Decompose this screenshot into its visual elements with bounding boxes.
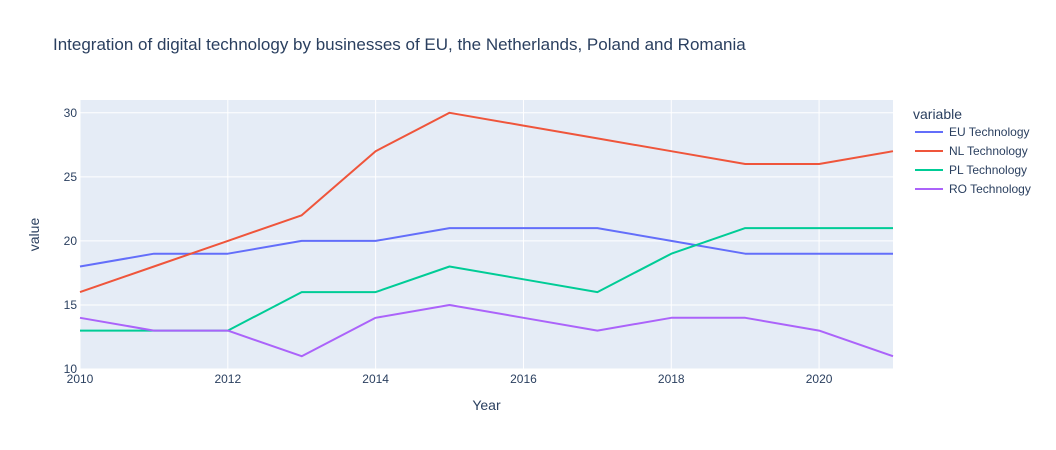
legend-label: PL Technology <box>949 163 1027 177</box>
legend-label: NL Technology <box>949 144 1028 158</box>
y-axis-ticks: 10 15 20 25 30 <box>64 106 78 376</box>
x-tick-label: 2018 <box>658 372 685 386</box>
y-tick-label: 20 <box>64 234 78 248</box>
series-line-nl-technology[interactable] <box>79 111 894 294</box>
y-tick-label: 10 <box>64 362 78 376</box>
x-tick-label: 2014 <box>362 372 389 386</box>
legend-label: EU Technology <box>949 125 1030 139</box>
legend-item-nl-technology[interactable]: NL Technology <box>915 144 1028 158</box>
legend-item-pl-technology[interactable]: PL Technology <box>915 163 1027 177</box>
x-tick-label: 2020 <box>806 372 833 386</box>
y-tick-label: 30 <box>64 106 78 120</box>
chart-title: Integration of digital technology by bus… <box>53 35 746 54</box>
x-tick-label: 2012 <box>214 372 241 386</box>
series-lines <box>79 111 894 358</box>
legend-title: variable <box>913 106 962 122</box>
x-tick-label: 2016 <box>510 372 537 386</box>
legend-label: RO Technology <box>949 182 1031 196</box>
y-tick-label: 25 <box>64 170 78 184</box>
y-axis-title: value <box>26 218 42 252</box>
series-line-ro-technology[interactable] <box>79 304 894 358</box>
x-axis-ticks: 2010 2012 2014 2016 2018 2020 <box>67 372 833 386</box>
series-line-eu-technology[interactable] <box>79 227 893 268</box>
x-tick-label: 2010 <box>67 372 94 386</box>
plot-area <box>80 100 893 369</box>
y-tick-label: 15 <box>64 298 78 312</box>
x-axis-title: Year <box>472 397 501 413</box>
legend-item-eu-technology[interactable]: EU Technology <box>915 125 1030 139</box>
legend-item-ro-technology[interactable]: RO Technology <box>915 182 1031 196</box>
gridlines <box>79 100 893 370</box>
legend[interactable]: variable EU Technology NL Technology PL Te… <box>913 106 1031 196</box>
